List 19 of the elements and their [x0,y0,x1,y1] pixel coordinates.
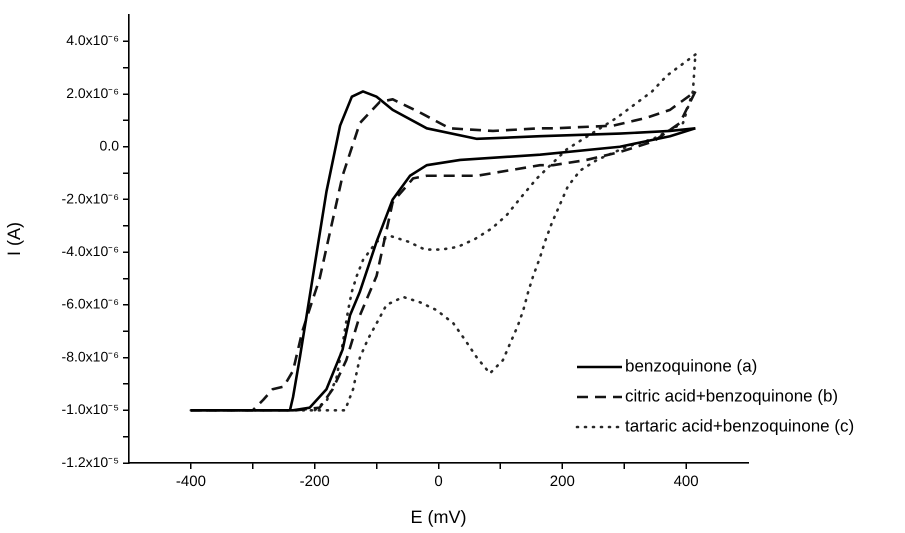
y-tick-label: -1.2x10⁻⁵ [62,454,119,470]
legend-label: citric acid+benzoquinone (b) [625,386,838,406]
y-tick-label: -4.0x10⁻⁶ [62,243,119,260]
legend-label: tartaric acid+benzoquinone (c) [625,416,854,436]
x-tick-label: 400 [674,473,699,490]
x-axis-title: E (mV) [410,507,466,528]
x-tick-label: -400 [176,473,206,490]
x-tick-label: -200 [300,473,330,490]
y-tick-label: 0.0 [100,138,120,154]
x-tick-label: 200 [550,473,575,490]
x-tick-label: 0 [434,473,443,490]
y-tick-label: -8.0x10⁻⁶ [62,348,119,364]
legend-label: benzoquinone (a) [625,356,758,376]
y-tick-label: -2.0x10⁻⁶ [62,190,119,206]
y-axis-title: I (A) [4,222,24,256]
y-tick-label: 2.0x10⁻⁶ [66,84,119,101]
y-tick-label: -1.0x10⁻⁵ [62,401,119,418]
y-tick-label: -6.0x10⁻⁶ [62,296,119,312]
y-tick-label: 4.0x10⁻⁶ [66,32,119,48]
